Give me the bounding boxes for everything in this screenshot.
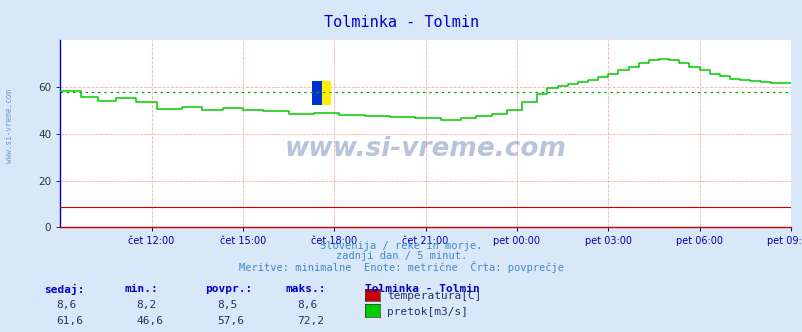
Text: 8,5: 8,5 xyxy=(217,300,237,310)
Text: 57,6: 57,6 xyxy=(217,316,244,326)
FancyBboxPatch shape xyxy=(312,81,322,106)
Text: www.si-vreme.com: www.si-vreme.com xyxy=(5,89,14,163)
Text: povpr.:: povpr.: xyxy=(205,284,252,294)
Text: 72,2: 72,2 xyxy=(297,316,324,326)
Text: sedaj:: sedaj: xyxy=(44,284,84,295)
Text: 8,2: 8,2 xyxy=(136,300,156,310)
Text: temperatura[C]: temperatura[C] xyxy=(387,291,481,301)
Text: 46,6: 46,6 xyxy=(136,316,164,326)
Text: pretok[m3/s]: pretok[m3/s] xyxy=(387,307,468,317)
Text: 61,6: 61,6 xyxy=(56,316,83,326)
Text: 8,6: 8,6 xyxy=(56,300,76,310)
Text: www.si-vreme.com: www.si-vreme.com xyxy=(284,136,566,162)
Text: 8,6: 8,6 xyxy=(297,300,317,310)
Text: Slovenija / reke in morje.: Slovenija / reke in morje. xyxy=(320,241,482,251)
Text: min.:: min.: xyxy=(124,284,158,294)
Text: Meritve: minimalne  Enote: metrične  Črta: povprečje: Meritve: minimalne Enote: metrične Črta:… xyxy=(239,261,563,273)
Text: Tolminka - Tolmin: Tolminka - Tolmin xyxy=(323,15,479,30)
Text: zadnji dan / 5 minut.: zadnji dan / 5 minut. xyxy=(335,251,467,261)
Text: maks.:: maks.: xyxy=(285,284,325,294)
FancyBboxPatch shape xyxy=(322,81,331,106)
Text: Tolminka - Tolmin: Tolminka - Tolmin xyxy=(365,284,480,294)
